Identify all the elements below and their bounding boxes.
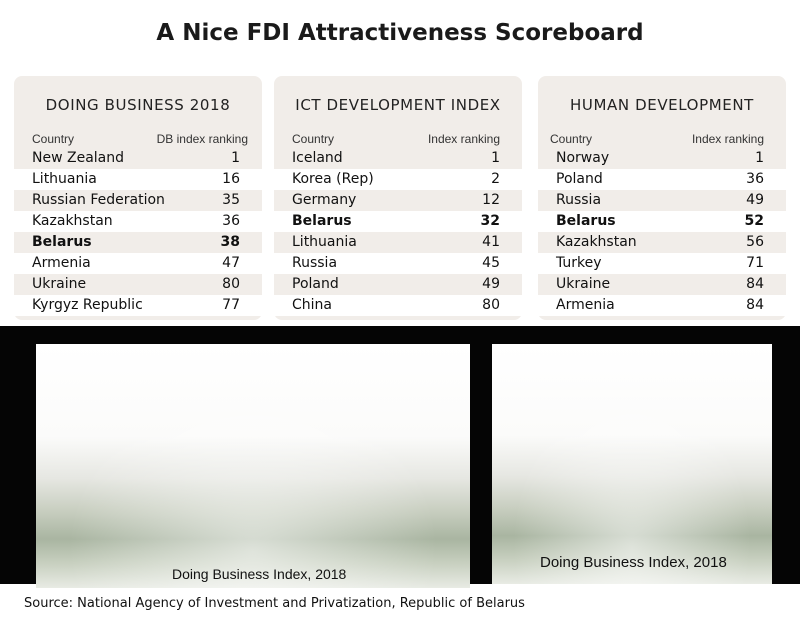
country-cell: Lithuania (32, 171, 97, 187)
ranking-cell: 47 (222, 255, 240, 271)
country-cell: Korea (Rep) (292, 171, 374, 187)
country-cell: Russian Federation (32, 192, 165, 208)
ranking-cell: 35 (222, 192, 240, 208)
table-row: Armenia 47 (14, 253, 262, 274)
ranking-cell: 56 (746, 234, 764, 250)
column-header-value: Index ranking (691, 132, 764, 146)
table-row: Belarus 32 (274, 211, 522, 232)
table-row: Ukraine 84 (538, 274, 786, 295)
table-row: Kazakhstan 36 (14, 211, 262, 232)
country-cell: Kyrgyz Republic (32, 297, 143, 313)
country-cell: Belarus (556, 213, 616, 229)
country-cell: Turkey (556, 255, 602, 271)
country-cell: Belarus (292, 213, 352, 229)
table-heading: DOING BUSINESS 2018 (45, 96, 231, 114)
table-doing-business: DOING BUSINESS 2018 Country DB index ran… (14, 76, 262, 320)
column-header-value: Index ranking (427, 132, 500, 146)
ranking-cell: 12 (482, 192, 500, 208)
table-row: Armenia 84 (538, 295, 786, 316)
ranking-cell: 80 (222, 276, 240, 292)
table-row: Lithuania 41 (274, 232, 522, 253)
country-cell: Russia (556, 192, 602, 208)
ranking-cell: 2 (491, 171, 500, 187)
table-row: Ukraine 80 (14, 274, 262, 295)
ranking-cell: 1 (491, 150, 500, 166)
table-row: Iceland 1 (274, 148, 522, 169)
ranking-cell: 80 (482, 297, 500, 313)
table-heading: ICT DEVELOPMENT INDEX (295, 96, 501, 114)
country-cell: Armenia (32, 255, 91, 271)
chart-caption: Doing Business Index, 2018 (172, 566, 347, 582)
country-comparison-infographic: Germany20Russia35Belarus38Italy46 Doing … (492, 344, 772, 584)
country-cell: Ukraine (556, 276, 611, 292)
table-row: Belarus 52 (538, 211, 786, 232)
table-row: Korea (Rep) 2 (274, 169, 522, 190)
country-cell: Iceland (292, 150, 343, 166)
table-human-development: HUMAN DEVELOPMENT Country Index ranking … (538, 76, 786, 320)
column-header-value: DB index ranking (156, 132, 248, 146)
ranking-cell: 77 (222, 297, 240, 313)
country-cell: Poland (292, 276, 339, 292)
table-row: China 80 (274, 295, 522, 316)
ranking-cell: 32 (480, 213, 500, 229)
column-header-country: Country (550, 132, 593, 146)
country-cell: China (292, 297, 332, 313)
table-rows: Iceland 1 Korea (Rep) 2 Germany 12 Belarus 32 Li… (274, 148, 522, 316)
table-rows: Norway 1 Poland 36 Russia 49 Belarus 52 Kazakhst… (538, 148, 786, 316)
ranking-cell: 49 (482, 276, 500, 292)
country-cell: Kazakhstan (32, 213, 113, 229)
table-row: Turkey 71 (538, 253, 786, 274)
table-row: Poland 36 (538, 169, 786, 190)
table-row: Kyrgyz Republic 77 (14, 295, 262, 316)
ranking-bars-infographic: 2006155106201618950201819038 Doing Busin… (36, 344, 470, 588)
table-rows: New Zealand 1 Lithuania 16 Russian Federatio… (14, 148, 262, 316)
column-header-country: Country (292, 132, 335, 146)
ranking-cell: 1 (231, 150, 240, 166)
ranking-cell: 84 (746, 276, 764, 292)
country-cell: Belarus (32, 234, 92, 250)
table-row: Russia 45 (274, 253, 522, 274)
table-row: Russian Federation 35 (14, 190, 262, 211)
table-row: Norway 1 (538, 148, 786, 169)
table-row: Germany 12 (274, 190, 522, 211)
column-header-country: Country (32, 132, 75, 146)
country-cell: Norway (556, 150, 610, 166)
ranking-cell: 36 (222, 213, 240, 229)
table-heading: HUMAN DEVELOPMENT (570, 96, 754, 114)
ranking-cell: 45 (482, 255, 500, 271)
chart-caption: Doing Business Index, 2018 (540, 554, 727, 571)
ranking-cell: 84 (746, 297, 764, 313)
country-cell: Poland (556, 171, 603, 187)
page-title: A Nice FDI Attractiveness Scoreboard (156, 20, 644, 46)
ranking-cell: 38 (220, 234, 240, 250)
country-cell: Armenia (556, 297, 615, 313)
country-cell: Lithuania (292, 234, 357, 250)
country-cell: Ukraine (32, 276, 87, 292)
table-row: Russia 49 (538, 190, 786, 211)
ranking-cell: 41 (482, 234, 500, 250)
table-row: Belarus 38 (14, 232, 262, 253)
ranking-cell: 36 (746, 171, 764, 187)
ranking-cell: 52 (744, 213, 764, 229)
ranking-cell: 1 (755, 150, 764, 166)
country-cell: New Zealand (32, 150, 124, 166)
ranking-cell: 49 (746, 192, 764, 208)
ranking-cell: 71 (746, 255, 764, 271)
country-cell: Russia (292, 255, 338, 271)
table-row: Poland 49 (274, 274, 522, 295)
table-row: New Zealand 1 (14, 148, 262, 169)
table-row: Kazakhstan 56 (538, 232, 786, 253)
country-cell: Kazakhstan (556, 234, 637, 250)
table-ict-development: ICT DEVELOPMENT INDEX Country Index rank… (274, 76, 522, 320)
source-note: Source: National Agency of Investment an… (24, 596, 525, 611)
ranking-cell: 16 (222, 171, 240, 187)
country-cell: Germany (292, 192, 357, 208)
table-row: Lithuania 16 (14, 169, 262, 190)
tables-area: DOING BUSINESS 2018 Country DB index ran… (0, 76, 800, 324)
